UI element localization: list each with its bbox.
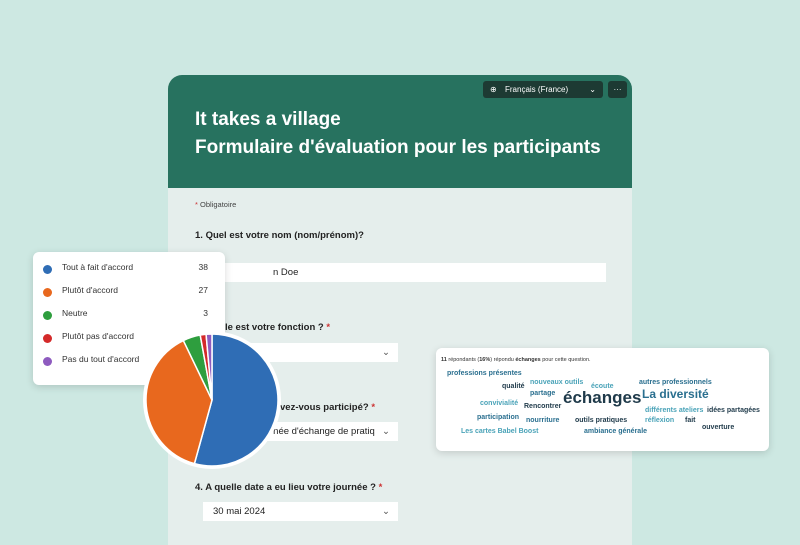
answer-field[interactable]: n Doe — [218, 263, 606, 282]
legend-value: 27 — [198, 285, 208, 295]
note-part: répondants ( — [446, 357, 480, 363]
required-note: * Obligatoire — [195, 200, 237, 209]
legend-value: 38 — [198, 262, 208, 272]
more-button[interactable]: ··· — [608, 81, 627, 98]
word: participation — [477, 414, 520, 421]
dropdown[interactable]: 30 mai 2024 ⌄ — [203, 502, 398, 521]
word: Les cartes Babel Boost — [461, 428, 539, 435]
note-part: 16% — [479, 357, 491, 363]
title: It takes a village — [195, 109, 341, 130]
pie-chart — [143, 331, 281, 469]
question: le est votre fonction ? * — [225, 322, 331, 333]
legend-label: Tout à fait d'accord — [62, 262, 134, 272]
pie-slice — [193, 333, 279, 467]
legend-swatch — [43, 357, 52, 366]
word: professions présentes — [447, 370, 522, 377]
word: nourriture — [526, 417, 560, 424]
word-cloud-note: 11 répondants (16%) répondu échanges pou… — [441, 357, 591, 363]
dropdown[interactable]: ⌄ — [248, 343, 398, 362]
word: autres professionnels — [639, 379, 712, 386]
pie-slice — [145, 339, 213, 465]
legend-swatch — [43, 265, 52, 274]
legend-swatch — [43, 288, 52, 297]
word: Rencontrer — [524, 403, 562, 410]
word: échanges — [563, 388, 642, 407]
word: partage — [530, 390, 556, 397]
word: ambiance générale — [584, 428, 648, 435]
word-cloud-card: 11 répondants (16%) répondu échanges pou… — [436, 348, 769, 451]
word: nouveaux outils — [530, 379, 584, 386]
word: qualité — [502, 383, 525, 390]
word: différents ateliers — [645, 407, 704, 414]
word: convivialité — [480, 400, 519, 407]
word: fait — [685, 417, 696, 424]
legend-label: Plutôt pas d'accord — [62, 331, 135, 341]
legend-label: Pas du tout d'accord — [62, 354, 140, 364]
question: 4. A quelle date a eu lieu votre journée… — [195, 482, 383, 493]
word: idées partagées — [707, 407, 760, 414]
note-part: pour cette question. — [540, 357, 591, 363]
pie-slice — [205, 333, 213, 401]
legend-label: Neutre — [62, 308, 88, 318]
language-select[interactable]: Français (France) ⊕ ⌄ — [483, 81, 603, 98]
title: Formulaire d'évaluation pour les partici… — [195, 137, 601, 158]
note-part: échanges — [515, 357, 541, 363]
word: réflexion — [645, 417, 675, 424]
page: Français (France) ⊕ ⌄ ··· It takes a villa… — [33, 75, 769, 545]
legend-swatch — [43, 334, 52, 343]
form-card: Français (France) ⊕ ⌄ ··· It takes a villa… — [168, 75, 632, 545]
word: La diversité — [642, 387, 709, 401]
form-header: Français (France) ⊕ ⌄ ··· It takes a villa… — [168, 75, 632, 188]
note-part: ) répondu — [490, 357, 516, 363]
legend-label: Plutôt d'accord — [62, 285, 118, 295]
legend-swatch — [43, 311, 52, 320]
word: outils pratiques — [575, 417, 628, 424]
dropdown[interactable]: rnée d'échange de pratiq ⌄ — [248, 422, 398, 441]
question: 1. Quel est votre nom (nom/prénom)? — [195, 230, 364, 241]
language: Français (France) — [505, 85, 569, 94]
question: vez-vous participé? * — [280, 402, 376, 413]
word: écoute — [591, 383, 614, 390]
legend-value: 3 — [203, 308, 208, 318]
note-part: 11 — [441, 357, 447, 363]
word: ouverture — [702, 424, 735, 431]
